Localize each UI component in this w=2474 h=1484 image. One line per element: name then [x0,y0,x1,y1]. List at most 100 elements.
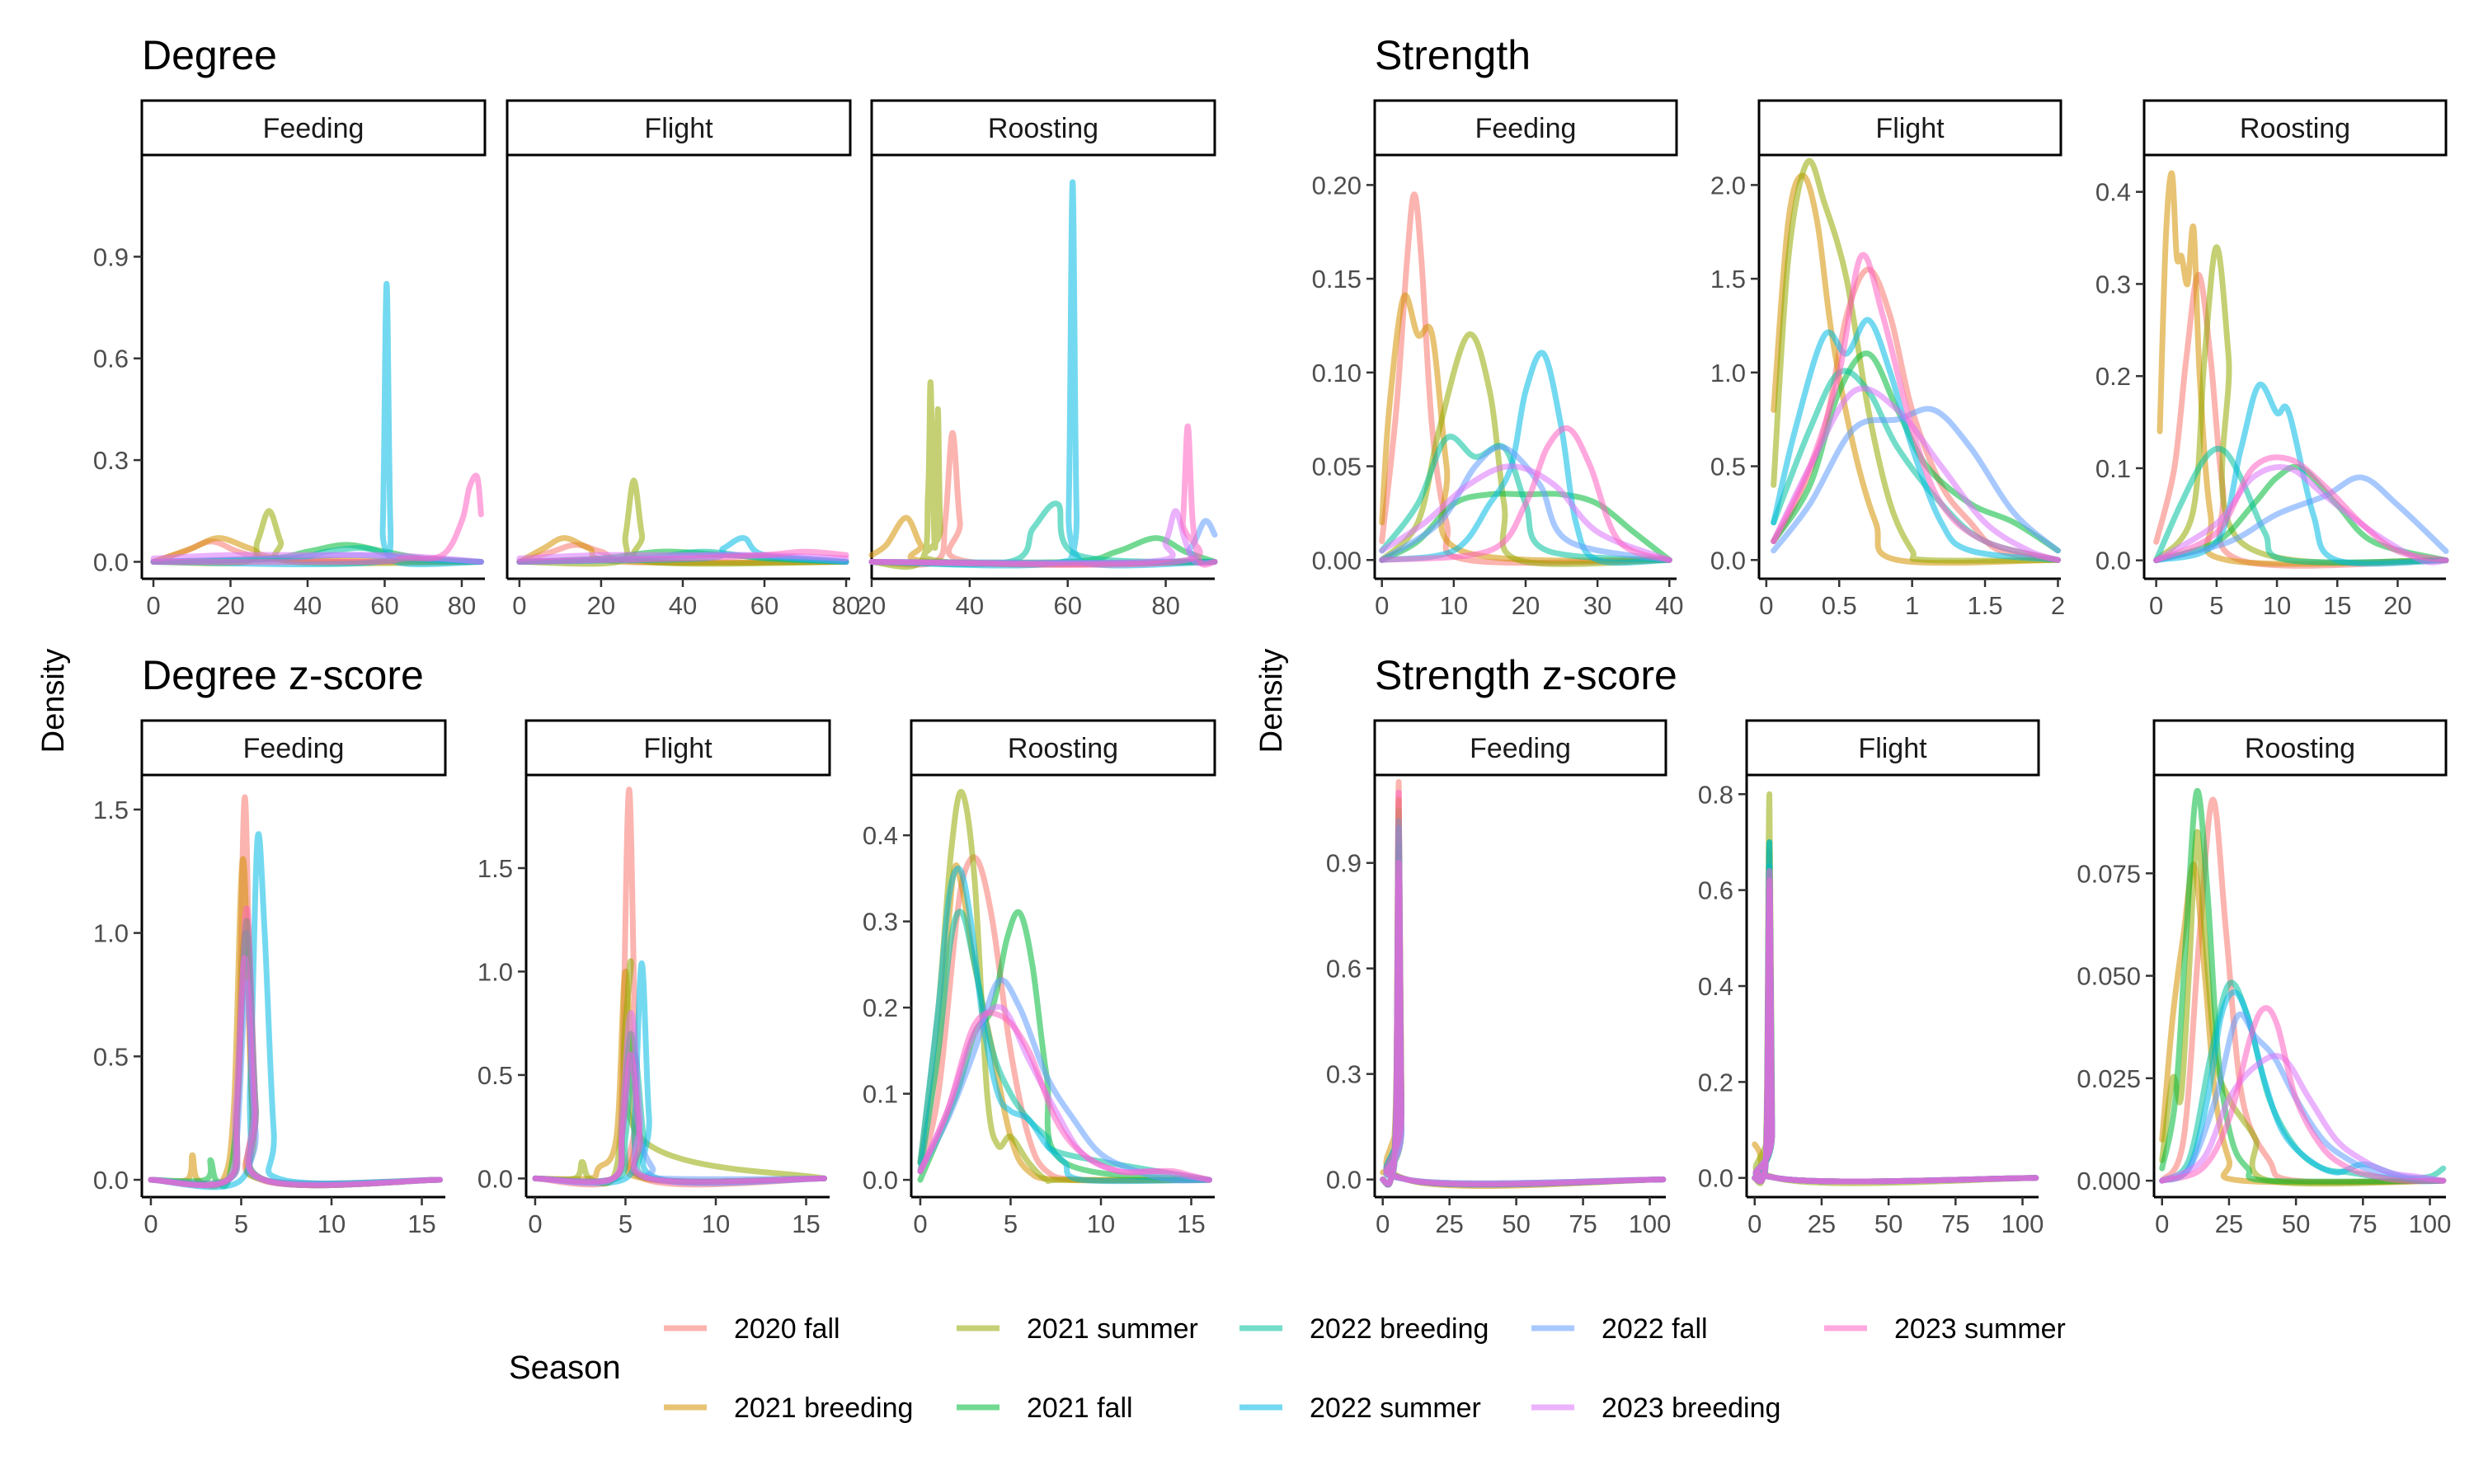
series-line-2023-summer [917,1010,1212,1183]
panel-title-strength: Strength [1375,32,1531,78]
x-tick-label: 60 [370,591,398,620]
y-tick-label: 0.075 [2077,859,2141,888]
facet-strip [1757,99,2062,157]
legend: Season 2020 fall 2021 breeding 2021 summer… [509,1313,2066,1424]
facet-degree-flight: Flight 0 20 40 60 80 [506,99,860,620]
x-tick-label: 40 [294,591,322,620]
y-tick-label: 1.0 [477,957,513,986]
facet-strip-label: Roosting [1008,733,1118,764]
x-tick-label: 0 [2155,1209,2169,1238]
x-tick-label: 75 [2349,1209,2377,1238]
y-tick-label: 0.3 [863,908,898,937]
facet-strip-label: Flight [644,113,713,144]
y-tick-label: 0.3 [93,446,129,475]
x-tick-label: 30 [1583,591,1611,620]
x-tick-label: 5 [2209,591,2223,620]
series-line-2022-breeding [2153,445,2449,566]
facet-strip-label: Feeding [243,733,345,764]
y-tick-label: 0.0 [477,1164,513,1193]
legend-item: 2023 breeding [1531,1392,1780,1424]
series-line-2023-summer [1380,789,1667,1188]
series-line-2023-summer [532,1051,827,1185]
facet-strip [2152,719,2448,777]
facet-strip [140,99,487,157]
series-line-2023-summer [1752,867,2039,1185]
series-line-2021-summer [2159,829,2447,1187]
x-tick-label: 5 [1004,1209,1018,1238]
y-tick-label: 0.0 [2095,547,2131,575]
x-tick-label: 50 [2282,1209,2310,1238]
y-tick-label: 1.5 [93,796,129,824]
legend-label: 2021 fall [1027,1392,1133,1424]
x-tick-label: 100 [2001,1209,2044,1238]
x-tick-label: 5 [618,1209,633,1238]
series-line-2022-summer [917,866,1212,1185]
series-line-2023-breeding [1379,463,1672,563]
series-line-2022-summer [1771,317,2061,563]
facet-strip [1373,719,1667,777]
x-tick-label: 0 [1747,1209,1761,1238]
y-tick-label: 0.00 [1312,546,1362,575]
x-tick-label: 0 [512,591,526,620]
x-tick-label: 10 [317,1209,346,1238]
y-tick-label: 0.0 [1698,1164,1733,1193]
facet-strip [524,719,831,777]
series-line-2023-breeding [2159,1053,2447,1184]
series-line-2023-summer [868,423,1218,568]
x-tick-label: 0 [2149,591,2163,620]
legend-title: Season [509,1350,621,1386]
facet-strip-label: Feeding [1475,113,1577,144]
facet-strip [506,99,852,157]
x-tick-label: 60 [750,591,778,620]
facet-strength-z-score-flight: Flight 0 25 50 75 100 0.0 0.2 0.4 0.6 0.8 [1698,719,2044,1238]
facet-strip-label: Roosting [2245,733,2355,764]
panel-title-degree: Degree [142,32,277,78]
y-tick-label: 0.2 [863,993,898,1022]
y-tick-label: 0.4 [863,821,898,850]
facet-strip-label: Flight [643,733,713,764]
facet-strength-z-score-feeding: Feeding 0 25 50 75 100 0.0 0.3 0.6 0.9 [1326,719,1671,1238]
y-tick-label: 0.3 [2095,270,2131,298]
legend-label: 2023 breeding [1602,1392,1780,1424]
x-tick-label: 75 [1569,1209,1597,1238]
y-tick-label: 0.2 [1698,1068,1733,1097]
legend-item: 2021 breeding [664,1392,913,1424]
x-tick-label: 100 [2409,1209,2452,1238]
facet-strip [1745,719,2040,777]
x-tick-label: 80 [1151,591,1179,620]
series-line-2021-summer [1379,331,1672,567]
y-tick-label: 0.8 [1698,780,1733,809]
y-tick-label: 0.9 [93,242,129,271]
y-tick-label: 0.5 [477,1061,513,1090]
x-tick-label: 0 [1376,1209,1390,1238]
x-tick-label: 2 [2051,591,2065,620]
x-tick-label: 5 [234,1209,248,1238]
x-tick-label: 1 [1905,591,1919,620]
legend-label: 2022 fall [1602,1313,1708,1345]
y-tick-label: 0.05 [1312,453,1362,481]
x-tick-label: 20 [216,591,244,620]
legend-item: 2022 fall [1531,1313,1708,1345]
y-tick-label: 0.5 [93,1042,129,1071]
series-line-2021-breeding [2159,862,2447,1186]
legend-label: 2022 breeding [1310,1313,1489,1345]
y-tick-label: 0.4 [2095,178,2131,207]
x-tick-label: 10 [1087,1209,1115,1238]
facet-strip-label: Roosting [2240,113,2350,144]
facet-strength-flight: Flight 0 0.5 1 1.5 2 0.0 0.5 1.0 1.5 2.0 [1710,99,2065,620]
y-tick-label: 0.20 [1312,171,1362,200]
y-tick-label: 0.2 [2095,362,2131,391]
facet-strip [2142,99,2448,157]
x-tick-label: 25 [1808,1209,1836,1238]
x-tick-label: 10 [2263,591,2291,620]
facet-strip [140,719,447,777]
x-tick-label: 10 [702,1209,730,1238]
series-line-2023-breeding [516,552,849,561]
x-tick-label: 50 [1502,1209,1530,1238]
y-tick-label: 0.4 [1698,972,1733,1001]
y-tick-label: 1.5 [1710,265,1746,294]
legend-label: 2021 breeding [734,1392,913,1424]
y-tick-label: 1.0 [93,919,129,948]
y-tick-label: 0.3 [1326,1060,1362,1089]
facet-strip-label: Feeding [263,113,365,144]
